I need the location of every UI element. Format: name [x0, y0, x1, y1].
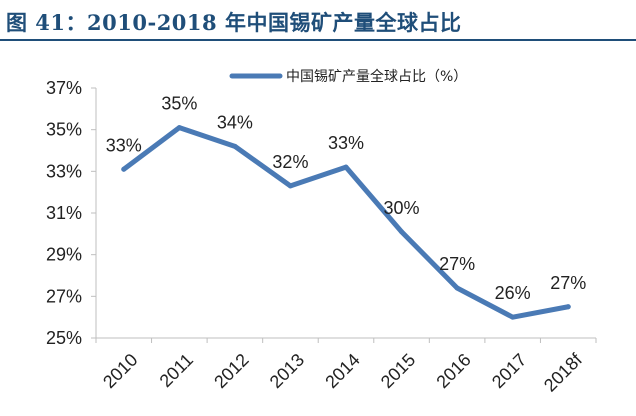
figure-title: 图 41：2010-2018 年中国锡矿产量全球占比	[6, 10, 462, 35]
y-tick-label: 25%	[46, 328, 82, 348]
x-tick-label: 2012	[210, 350, 252, 392]
title-rule	[0, 39, 636, 41]
data-point	[454, 285, 460, 291]
x-tick-label: 2018f	[540, 349, 587, 396]
data-point	[510, 314, 516, 320]
data-label: 34%	[217, 112, 253, 132]
data-point	[565, 304, 571, 310]
data-label: 33%	[106, 135, 142, 155]
data-label: 27%	[439, 254, 475, 274]
y-tick-label: 33%	[46, 161, 82, 181]
data-point	[121, 166, 127, 172]
chart-axes: 25% 27% 29% 31% 33% 35% 37% 2010 2011 2012 2013 201…	[46, 78, 597, 396]
data-label: 32%	[272, 152, 308, 172]
y-tick-label: 37%	[46, 78, 82, 98]
y-tick-label: 31%	[46, 203, 82, 223]
data-label: 27%	[550, 273, 586, 293]
x-tick-label: 2010	[99, 350, 141, 392]
data-point	[232, 143, 238, 149]
figure-header: 图 41：2010-2018 年中国锡矿产量全球占比	[0, 0, 636, 42]
data-point	[399, 229, 405, 235]
chart-legend: 中国锡矿产量全球占比（%）	[229, 68, 467, 85]
legend-label: 中国锡矿产量全球占比（%）	[286, 68, 467, 85]
data-point	[343, 164, 349, 170]
chart-series: 33% 35% 34% 32% 33% 30% 27% 26% 27%	[106, 94, 586, 320]
data-label: 30%	[384, 198, 420, 218]
x-tick-label: 2016	[432, 350, 474, 392]
x-tick-label: 2011	[156, 350, 198, 392]
x-tick-label: 2013	[266, 350, 308, 392]
data-point	[176, 125, 182, 131]
y-tick-label: 27%	[46, 286, 82, 306]
data-label: 33%	[328, 133, 364, 153]
x-tick-label: 2015	[377, 350, 419, 392]
data-point	[287, 183, 293, 189]
y-tick-label: 35%	[46, 120, 82, 140]
x-tick-label: 2017	[488, 350, 530, 392]
data-label: 35%	[161, 94, 197, 114]
x-tick-label: 2014	[321, 350, 363, 392]
y-tick-label: 29%	[46, 245, 82, 265]
data-label: 26%	[495, 283, 531, 303]
